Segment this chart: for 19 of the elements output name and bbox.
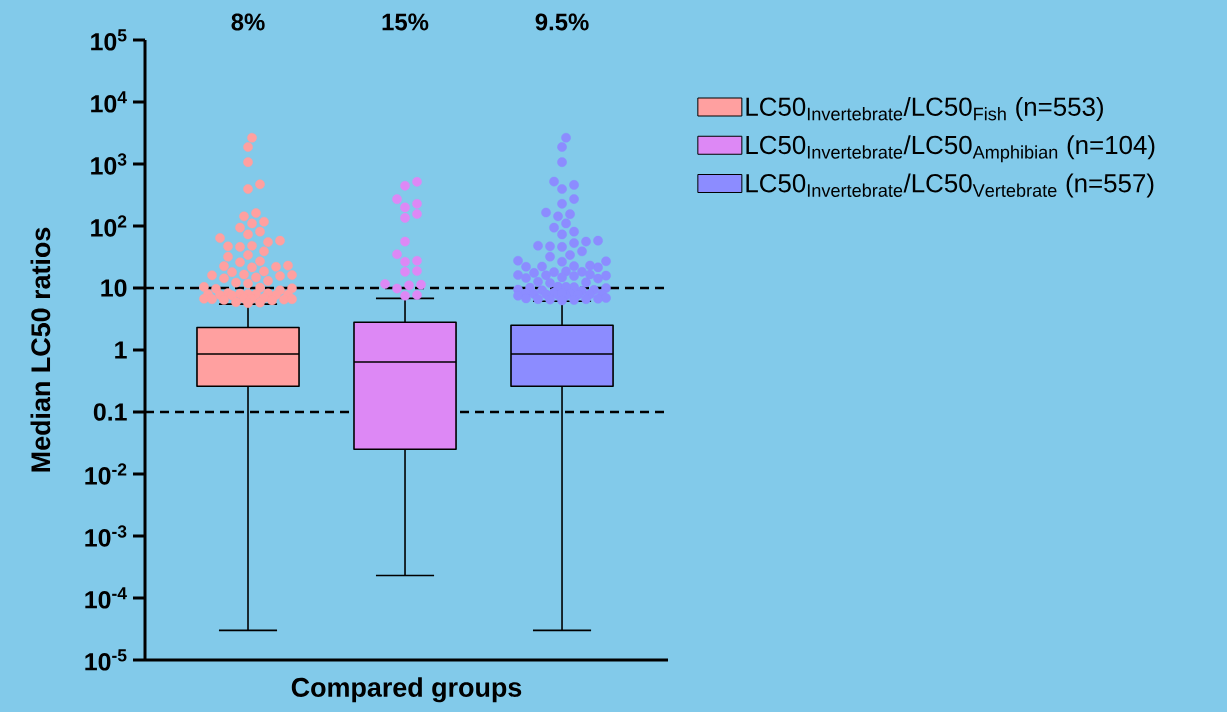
text: 15% [382,13,429,31]
legend-label: $\mathrm{LC50}_{\mathrm{Invertebrate}}\mbox{/}\mathrm{LC50}_{\mathrm{Fish}}\mbox{ (n=553)}$ [746,96,1103,122]
legend-label: $\mathrm{LC50}_{\mathrm{Invertebrate}}\mbox{/}\mathrm{LC50}_{\mathrm{Vertebrate}}\mbox{ (n=557)}$ [746,173,1154,198]
y-tick-label: 10$^{-5}$ [85,649,127,671]
y-tick-label: 10$^{-4}$ [85,587,127,609]
y-axis-title: Median LC50 ratios [30,227,51,472]
y-tick-label: 10$^{4}$ [91,91,127,113]
y-tick-label: 10$^{-2}$ [85,463,127,485]
y-tick-label: 10$^{-3}$ [85,525,127,547]
y-tick-label: 10$^{5}$ [91,29,127,51]
y-tick-label: 10$^{3}$ [91,153,127,175]
y-tick-label: 10 [101,279,127,297]
y-tick-label: 0.1 [93,403,127,421]
text: 9.5% [535,13,589,31]
x-axis-title: Compared groups [291,677,522,703]
legend-label: $\mathrm{LC50}_{\mathrm{Invertebrate}}\mbox{/}\mathrm{LC50}_{\mathrm{Amphibian}}\mbox{ (n=104)}$ [746,135,1155,163]
y-tick-label: 1 [115,341,127,359]
y-tick-label: 10$^{2}$ [91,215,127,237]
text: 8% [231,13,265,31]
